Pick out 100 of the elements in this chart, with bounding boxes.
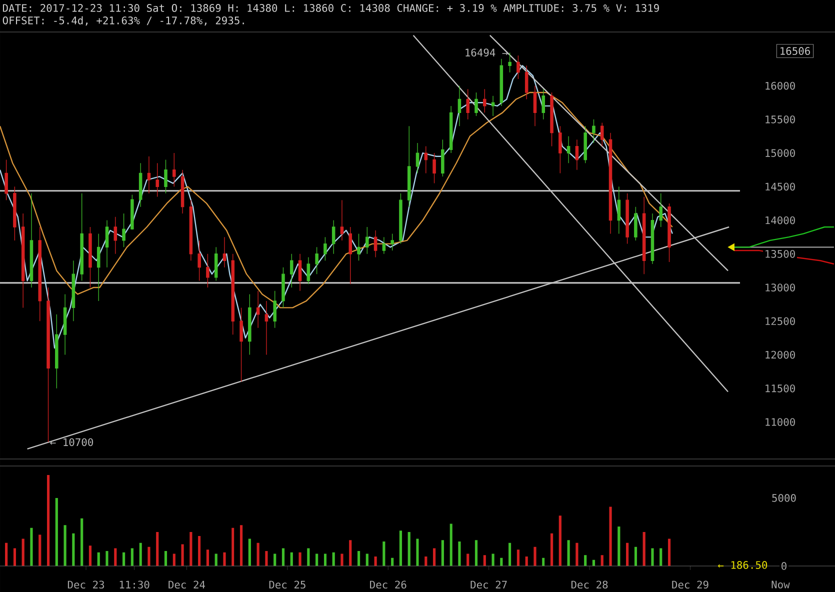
candlestick bbox=[80, 193, 84, 282]
bar bbox=[534, 546, 536, 566]
y-tick-label: 12000 bbox=[766, 350, 795, 359]
bar bbox=[214, 554, 218, 566]
y-tick-label: 14000 bbox=[766, 216, 795, 224]
candlestick bbox=[180, 170, 184, 214]
candlestick bbox=[63, 294, 67, 356]
annotation: ← 186.50 bbox=[718, 561, 768, 569]
candlestick bbox=[130, 194, 134, 230]
candlestick bbox=[147, 156, 151, 194]
bar bbox=[290, 552, 293, 566]
bar bbox=[626, 542, 629, 566]
candlestick bbox=[315, 246, 318, 274]
bar bbox=[139, 542, 142, 566]
candlestick bbox=[584, 126, 587, 164]
bar bbox=[106, 551, 108, 566]
bar bbox=[46, 474, 50, 566]
candlestick bbox=[256, 290, 260, 328]
y-tick-label: 15000 bbox=[766, 149, 795, 157]
bar bbox=[55, 498, 58, 566]
bar bbox=[64, 525, 66, 566]
bar bbox=[172, 554, 176, 566]
bar bbox=[374, 556, 377, 566]
candlestick bbox=[608, 132, 612, 234]
candlestick bbox=[324, 236, 327, 261]
x-tick-label: Dec 24 bbox=[168, 580, 205, 589]
candlestick bbox=[634, 206, 638, 241]
x-tick-label: Dec 25 bbox=[269, 580, 306, 589]
y-tick-label: 11000 bbox=[766, 418, 795, 426]
candlestick bbox=[449, 106, 453, 154]
candlestick bbox=[298, 254, 302, 292]
candlestick bbox=[46, 287, 50, 443]
bar bbox=[660, 548, 662, 566]
candlestick bbox=[156, 162, 159, 198]
bar bbox=[567, 540, 570, 566]
candlestick bbox=[231, 254, 235, 335]
candlestick bbox=[30, 193, 34, 288]
bar bbox=[399, 530, 402, 566]
candlestick bbox=[214, 246, 218, 282]
bar bbox=[492, 554, 494, 566]
candlestick bbox=[642, 196, 646, 274]
bar bbox=[609, 506, 612, 566]
candlestick bbox=[558, 126, 562, 174]
bar bbox=[307, 548, 310, 566]
line-series bbox=[0, 92, 674, 308]
y-tick-label: 5000 bbox=[772, 494, 796, 502]
candlestick bbox=[38, 226, 42, 322]
bar bbox=[558, 516, 562, 566]
bar bbox=[316, 554, 318, 566]
candlestick bbox=[575, 139, 579, 170]
candlestick bbox=[650, 213, 654, 264]
bar bbox=[72, 533, 75, 566]
chart-subtitle: OFFSET: -5.4d, +21.63% / -17.78%, 2935. bbox=[2, 16, 244, 26]
candlestick bbox=[550, 92, 554, 147]
candlestick bbox=[432, 152, 436, 184]
annotation: 16494 → bbox=[466, 48, 508, 56]
candlestick bbox=[88, 226, 92, 288]
bar bbox=[240, 525, 243, 566]
y-tick-label: 15500 bbox=[766, 115, 795, 124]
bar bbox=[416, 538, 419, 566]
candlestick bbox=[600, 122, 604, 147]
candlestick bbox=[164, 159, 168, 194]
candlestick bbox=[626, 193, 629, 244]
bar bbox=[349, 540, 352, 566]
candlestick bbox=[340, 200, 344, 241]
bar bbox=[441, 540, 444, 566]
y-tick-label: 16000 bbox=[766, 82, 795, 90]
candlestick bbox=[357, 233, 360, 261]
candlestick bbox=[264, 300, 268, 356]
bar bbox=[130, 548, 134, 566]
bar bbox=[382, 541, 386, 566]
bar bbox=[114, 548, 117, 566]
candlestick bbox=[72, 260, 76, 322]
bar bbox=[508, 542, 512, 566]
candlestick bbox=[105, 220, 109, 268]
candlestick bbox=[4, 159, 8, 200]
bar bbox=[223, 552, 226, 566]
y-tick-label: 14500 bbox=[766, 182, 795, 191]
candlestick bbox=[366, 226, 369, 254]
candlestick bbox=[668, 203, 671, 262]
candlestick bbox=[222, 236, 226, 268]
bar bbox=[332, 552, 335, 566]
bar bbox=[651, 548, 654, 566]
chart-title: DATE: 2017-12-23 11:30 Sat O: 13869 H: 14380 L: 13860 C: 14308 CHANGE: + 3.19 % AMPLITUDE: 3.75 % V: 1319 bbox=[2, 4, 659, 12]
candlestick bbox=[491, 96, 495, 116]
annotation: 16506 bbox=[780, 47, 810, 55]
bar bbox=[584, 555, 587, 566]
bar bbox=[206, 550, 210, 566]
y-tick-label: 13000 bbox=[766, 284, 795, 292]
candlestick bbox=[198, 240, 201, 282]
candlestick bbox=[122, 213, 126, 248]
candlestick bbox=[516, 55, 520, 80]
bar bbox=[576, 542, 578, 566]
bar bbox=[164, 551, 168, 566]
bar bbox=[550, 533, 554, 566]
x-tick-label: Dec 28 bbox=[571, 580, 608, 589]
candlestick bbox=[382, 236, 386, 254]
candlestick bbox=[399, 193, 402, 244]
bar bbox=[265, 551, 268, 566]
x-tick-label: Dec 29 bbox=[672, 580, 708, 589]
